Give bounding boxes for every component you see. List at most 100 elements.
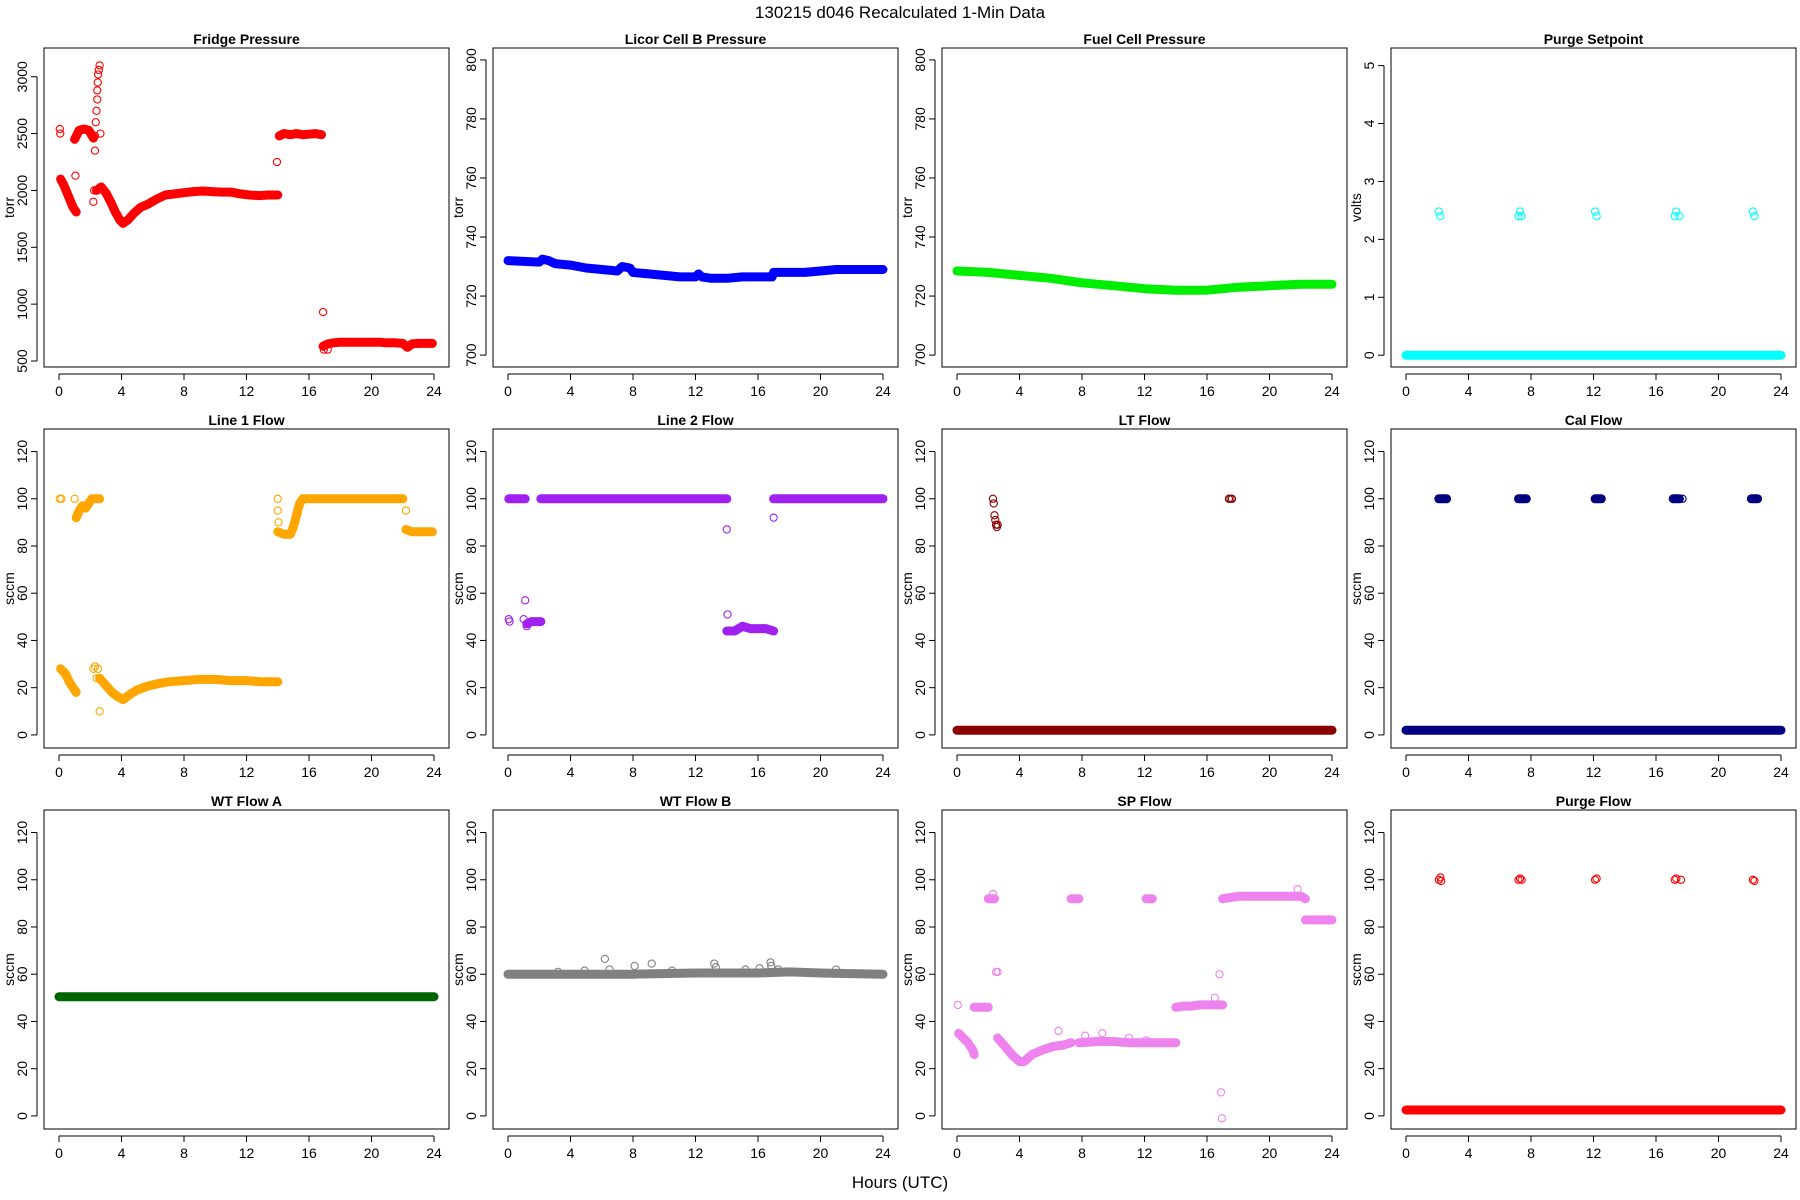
data-point xyxy=(1217,1114,1226,1123)
plot-frame xyxy=(1390,428,1797,749)
panel-lt-flow: LT Flow sccm 0 4 8 12 16 20 24 0 20 40 60 80 100 120 xyxy=(899,412,1348,780)
y-tick-label: 20 xyxy=(463,1061,479,1077)
x-tick-label: 4 xyxy=(1465,1145,1473,1161)
data-point xyxy=(96,129,105,138)
y-tick-label: 800 xyxy=(463,48,479,72)
y-tick-label: 80 xyxy=(14,538,30,554)
data-point xyxy=(1517,212,1526,221)
data-point xyxy=(993,967,1002,977)
data-point xyxy=(95,61,104,70)
y-tick-label: 120 xyxy=(1361,821,1377,845)
y-tick-label: 60 xyxy=(14,966,30,982)
y-tick-label: 0 xyxy=(912,1112,928,1120)
data-point xyxy=(505,617,514,626)
plot-frame xyxy=(941,428,1348,749)
series-sp-flow xyxy=(953,885,1337,1123)
y-tick-label: 20 xyxy=(912,680,928,696)
y-tick-label: 60 xyxy=(1361,585,1377,601)
y-tick-label: 40 xyxy=(463,632,479,648)
x-tick-label: 0 xyxy=(504,1145,512,1161)
y-tick-label: 1000 xyxy=(14,288,30,319)
y-axis-label: sccm xyxy=(1,572,17,605)
data-segment xyxy=(952,266,1337,295)
data-point xyxy=(1750,876,1759,886)
series-fuel-cell-pressure xyxy=(952,266,1337,295)
x-tick-label: 16 xyxy=(1648,764,1664,780)
y-tick-label: 100 xyxy=(912,868,928,892)
data-segment xyxy=(273,494,408,539)
panel-title: Purge Flow xyxy=(1556,793,1632,809)
data-point xyxy=(90,131,100,141)
x-tick-label: 4 xyxy=(1016,1145,1024,1161)
data-segment xyxy=(522,617,546,629)
data-point xyxy=(521,596,530,605)
data-point xyxy=(1670,875,1679,884)
data-point xyxy=(1750,212,1759,221)
panel-cal-flow: Cal Flow sccm 0 4 8 12 16 20 24 0 20 40 60 80 100 120 xyxy=(1348,412,1797,780)
x-tick-label: 12 xyxy=(1586,1145,1602,1161)
plot-frame xyxy=(43,809,450,1130)
y-tick-label: 120 xyxy=(1361,440,1377,464)
data-point xyxy=(71,171,80,180)
y-tick-label: 1500 xyxy=(14,232,30,263)
x-tick-label: 4 xyxy=(118,764,126,780)
x-tick-label: 24 xyxy=(426,383,442,399)
y-tick-label: 0 xyxy=(912,731,928,739)
data-segment xyxy=(70,124,98,144)
y-tick-label: 80 xyxy=(463,919,479,935)
y-tick-label: 4 xyxy=(1361,119,1377,127)
panel-purge-flow: Purge Flow sccm 0 4 8 12 16 20 24 0 20 40 60 80 100 120 xyxy=(1348,793,1797,1161)
x-tick-label: 24 xyxy=(1773,764,1789,780)
x-tick-label: 4 xyxy=(1465,764,1473,780)
data-point xyxy=(273,494,282,503)
panel-title: Cal Flow xyxy=(1565,412,1623,428)
data-segment xyxy=(1171,1000,1228,1012)
data-point xyxy=(519,615,528,624)
y-tick-label: 100 xyxy=(14,487,30,511)
data-point xyxy=(1676,875,1686,884)
y-tick-label: 80 xyxy=(1361,919,1377,935)
data-point xyxy=(57,494,66,503)
data-point xyxy=(318,307,328,317)
x-tick-label: 16 xyxy=(1199,764,1215,780)
data-point xyxy=(988,494,998,503)
x-tick-label: 8 xyxy=(1527,1145,1535,1161)
y-tick-label: 80 xyxy=(463,538,479,554)
y-tick-label: 3 xyxy=(1361,177,1377,185)
y-tick-label: 40 xyxy=(463,1013,479,1029)
data-point xyxy=(1590,207,1600,216)
data-point xyxy=(1215,970,1224,979)
x-tick-label: 16 xyxy=(750,764,766,780)
panel-title: LT Flow xyxy=(1119,412,1171,428)
y-tick-label: 0 xyxy=(14,1112,30,1120)
y-tick-label: 100 xyxy=(1361,487,1377,511)
y-tick-label: 120 xyxy=(912,440,928,464)
x-tick-label: 4 xyxy=(567,764,575,780)
plot-frame xyxy=(43,428,450,749)
x-tick-label: 0 xyxy=(1402,1145,1410,1161)
x-tick-label: 20 xyxy=(813,764,829,780)
y-tick-label: 5 xyxy=(1361,61,1377,69)
y-tick-label: 0 xyxy=(1361,1112,1377,1120)
y-tick-label: 40 xyxy=(1361,632,1377,648)
y-tick-label: 20 xyxy=(463,680,479,696)
x-tick-label: 0 xyxy=(953,764,961,780)
x-tick-label: 8 xyxy=(629,1145,637,1161)
data-point xyxy=(70,494,79,503)
plot-frame xyxy=(941,47,1348,368)
data-point xyxy=(667,966,677,975)
data-point xyxy=(274,518,283,527)
x-tick-label: 4 xyxy=(118,383,126,399)
data-point xyxy=(401,506,411,515)
x-tick-label: 24 xyxy=(426,1145,442,1161)
x-tick-label: 20 xyxy=(1262,1145,1278,1161)
y-tick-label: 100 xyxy=(1361,868,1377,892)
data-point xyxy=(89,197,98,206)
y-tick-label: 0 xyxy=(1361,351,1377,359)
y-tick-label: 120 xyxy=(463,821,479,845)
y-tick-label: 2 xyxy=(1361,235,1377,243)
y-tick-label: 60 xyxy=(912,966,928,982)
x-tick-label: 0 xyxy=(953,383,961,399)
panel-title: WT Flow A xyxy=(211,793,282,809)
x-tick-label: 20 xyxy=(364,764,380,780)
